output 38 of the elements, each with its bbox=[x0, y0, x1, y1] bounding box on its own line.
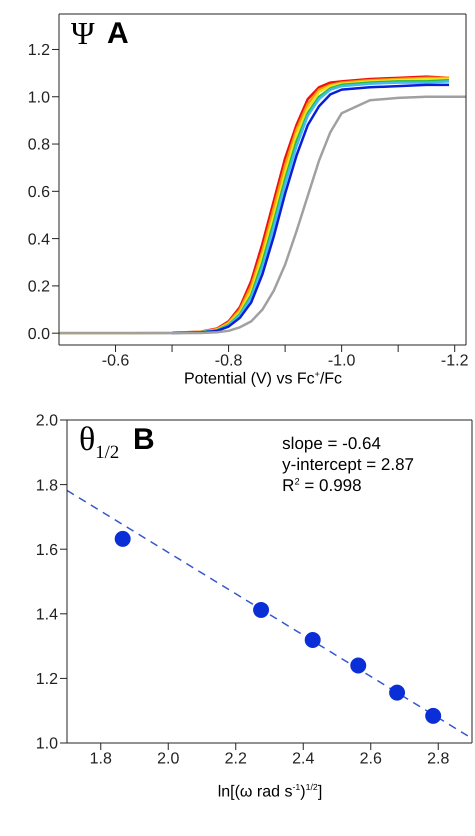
x-tick-label: 2.2 bbox=[224, 750, 247, 768]
x-tick-label: -1.2 bbox=[440, 352, 469, 370]
point bbox=[425, 708, 442, 724]
point bbox=[389, 684, 406, 701]
y-tick-label: 1.0 bbox=[36, 736, 58, 753]
y-axis-title: Ψ bbox=[71, 15, 95, 51]
chart-title: A bbox=[107, 17, 129, 50]
x-tick-label: 2.8 bbox=[427, 750, 450, 768]
y-tick-label: 2.0 bbox=[36, 412, 58, 430]
x-axis-title: ln[(ω rad s$^{-1}$)$^{1/2}$] bbox=[216, 782, 324, 802]
y-tick-label: 0.0 bbox=[28, 326, 50, 343]
x-tick-label: 2.0 bbox=[157, 750, 180, 768]
y-tick-label: 1.2 bbox=[36, 671, 58, 688]
x-axis-title: Potential (V) vs Fc$^{+}$/Fc bbox=[182, 369, 344, 388]
point bbox=[253, 602, 270, 618]
x-tick-label: -1.0 bbox=[328, 352, 356, 370]
y-tick-label: 1.4 bbox=[36, 606, 58, 624]
x-tick-label: 2.6 bbox=[360, 750, 382, 768]
x-tick-label: -0.6 bbox=[102, 352, 130, 370]
point bbox=[350, 658, 366, 674]
annotation: R$^{2}$ = 0.998 bbox=[282, 476, 362, 496]
annotation: y-intercept = 2.87 bbox=[282, 455, 414, 475]
y-tick-label: 0.2 bbox=[28, 278, 50, 296]
annotation: slope = -0.64 bbox=[282, 434, 381, 454]
x-tick-label: 2.4 bbox=[292, 750, 314, 768]
chart-title: B bbox=[133, 423, 155, 456]
y-tick-label: 0.4 bbox=[28, 231, 50, 248]
x-tick-label: 1.8 bbox=[90, 750, 112, 768]
point bbox=[304, 632, 321, 648]
y-axis-title: θ$_{1/2}$ bbox=[79, 421, 120, 463]
point bbox=[114, 530, 131, 547]
y-tick-label: 0.8 bbox=[28, 136, 50, 154]
y-tick-label: 1.2 bbox=[28, 42, 50, 60]
y-tick-label: 1.0 bbox=[28, 89, 50, 106]
y-tick-label: 1.6 bbox=[36, 542, 58, 559]
x-tick-label: -0.8 bbox=[214, 352, 242, 370]
y-tick-label: 0.6 bbox=[28, 184, 50, 201]
y-tick-label: 1.8 bbox=[36, 477, 58, 494]
